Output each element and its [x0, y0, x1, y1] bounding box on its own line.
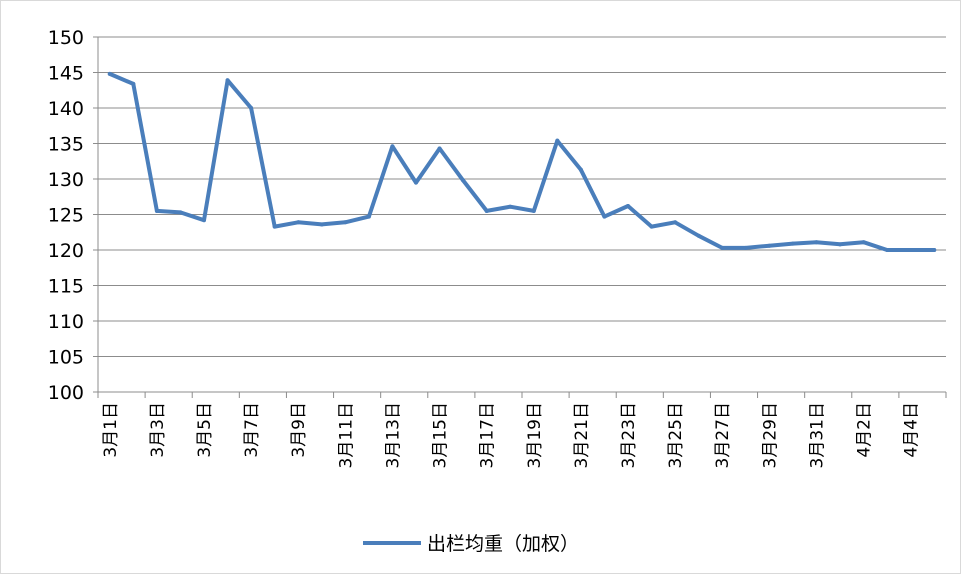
x-tick-label: 3月27日 [713, 402, 733, 468]
x-tick-label: 3月17日 [478, 402, 498, 468]
y-tick-label: 115 [48, 276, 84, 298]
data-point [908, 248, 913, 252]
data-point [626, 203, 630, 208]
data-point [319, 222, 324, 227]
y-tick-label: 110 [48, 311, 84, 333]
y-tick-label: 105 [48, 347, 84, 369]
x-tick-label: 3月3日 [148, 402, 168, 458]
y-tick-label: 140 [48, 98, 84, 120]
series-line [107, 71, 937, 252]
data-point [178, 210, 183, 215]
x-tick-label: 3月25日 [666, 402, 686, 468]
x-tick-label: 4月4日 [902, 402, 922, 458]
data-point [673, 220, 678, 225]
y-axis: 100 105 110 115 120 125 130 135 140 145 150 [48, 27, 99, 404]
data-point [696, 233, 701, 238]
legend-label: 出栏均重（加权） [427, 533, 579, 555]
data-point [296, 220, 301, 225]
y-tick-label: 125 [48, 205, 84, 227]
data-point [154, 208, 159, 213]
x-axis: 3月1日 3月3日 3月5日 3月7日 3月9日 3月11日 3月13日 3月15日 3月17日… [97, 391, 947, 468]
x-tick-label: 3月31日 [807, 402, 827, 468]
data-point [107, 71, 112, 76]
x-tick-label: 3月11日 [336, 402, 356, 468]
x-tick-label: 3月23日 [619, 402, 639, 468]
data-point [743, 245, 748, 250]
y-tick-label: 100 [48, 382, 84, 404]
data-point [461, 178, 466, 183]
data-point [602, 214, 607, 219]
data-point [272, 224, 277, 229]
y-tick-label: 120 [48, 240, 84, 262]
data-point [838, 242, 842, 247]
data-point [649, 224, 654, 229]
y-tick-label: 145 [48, 63, 84, 85]
data-point [932, 248, 937, 252]
y-tick-label: 130 [48, 169, 84, 191]
data-point [131, 81, 136, 86]
x-tick-label: 4月2日 [855, 402, 875, 458]
data-point [720, 245, 725, 250]
y-tick-label: 150 [48, 27, 84, 49]
data-point [390, 144, 395, 149]
data-point [437, 146, 442, 151]
x-tick-label: 3月21日 [572, 402, 592, 468]
data-point [343, 220, 348, 225]
y-tick-label: 135 [48, 134, 84, 156]
data-point [249, 106, 254, 110]
data-point [414, 180, 418, 185]
x-tick-label: 3月1日 [101, 402, 121, 458]
data-point [578, 167, 583, 172]
data-point [202, 218, 206, 223]
data-point [225, 78, 230, 83]
data-point [767, 243, 772, 248]
data-point [531, 208, 536, 213]
data-point [790, 241, 795, 246]
data-point [484, 208, 489, 213]
legend: 出栏均重（加权） [363, 533, 579, 555]
x-tick-label: 3月7日 [242, 402, 262, 458]
data-point [814, 240, 819, 245]
x-tick-label: 3月29日 [760, 402, 780, 468]
x-tick-label: 3月15日 [431, 402, 451, 468]
gridlines [98, 36, 946, 357]
series-group [107, 71, 937, 252]
x-tick-label: 3月9日 [289, 402, 309, 458]
data-point [366, 214, 371, 219]
data-point [885, 248, 890, 252]
x-tick-label: 3月5日 [195, 402, 215, 458]
x-tick-label: 3月13日 [383, 402, 403, 468]
data-point [555, 138, 560, 143]
x-tick-label: 3月19日 [525, 402, 545, 468]
data-point [508, 204, 513, 209]
data-point [861, 240, 866, 245]
